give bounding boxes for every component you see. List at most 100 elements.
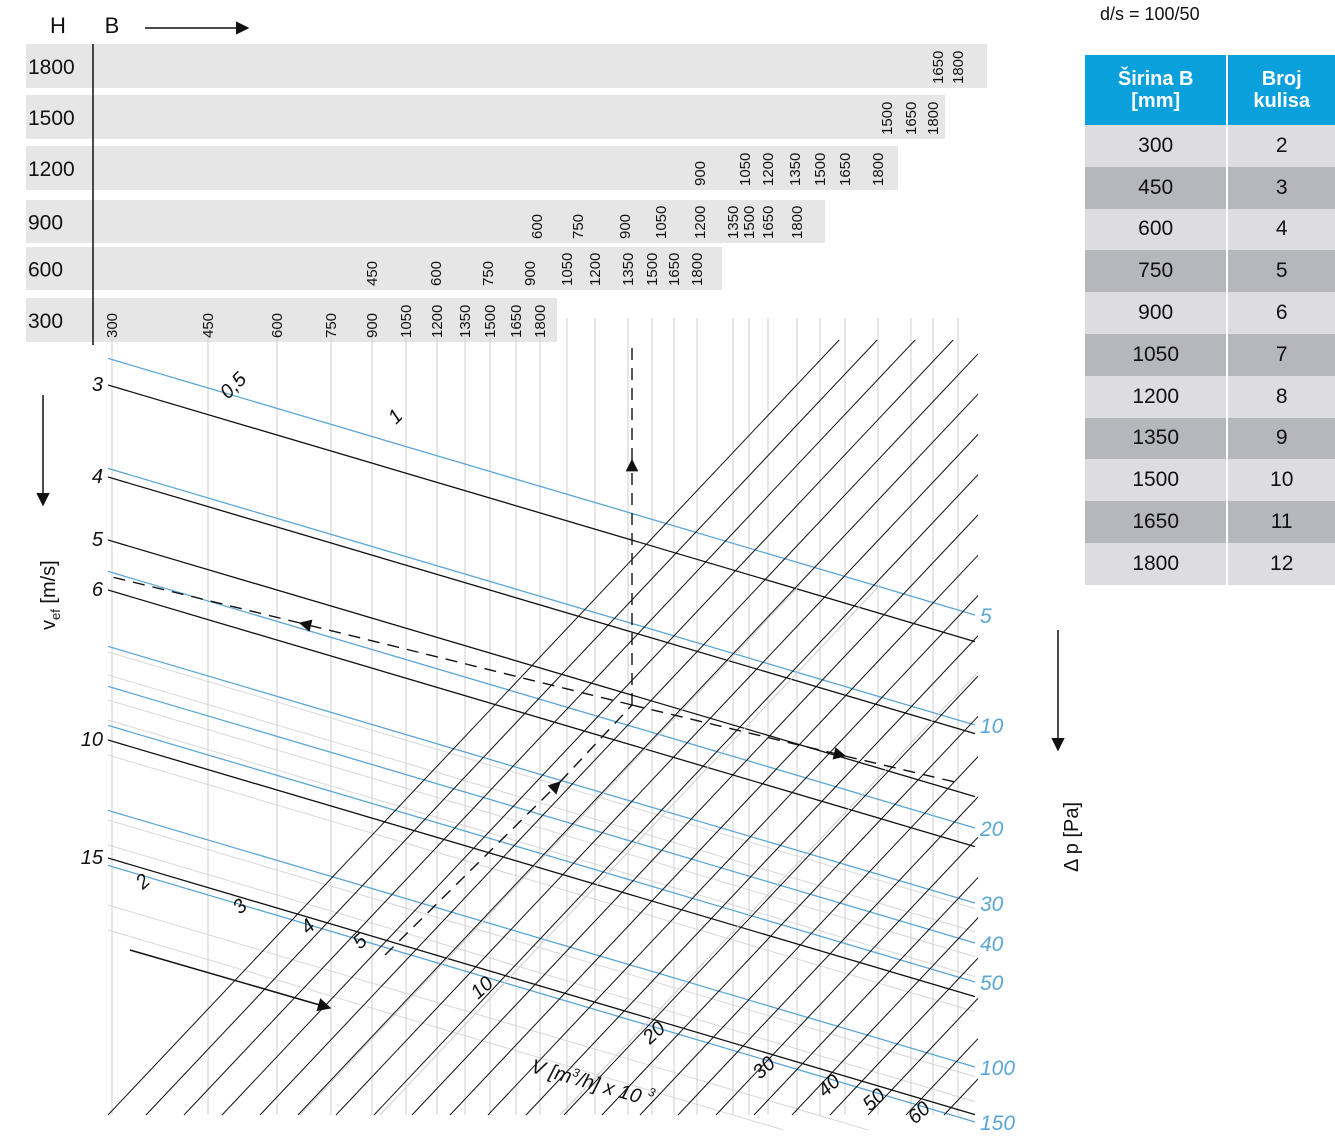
height-label-900: 900 [28,212,63,235]
width-cell: 1650 [1085,501,1229,543]
width-cell: 1200 [1085,375,1229,418]
height-bar-1200 [26,146,898,190]
width-tick-300-1350: 1350 [457,305,474,338]
ratio-label: d/s = 100/50 [1100,4,1200,24]
table-row: 900 6 [1085,292,1335,334]
width-tick-300-450: 450 [200,313,217,338]
flow-line [715,836,978,1116]
flow-guide-line [559,671,978,1116]
h-axis-label: H [50,13,66,38]
flow-diagonal-lines [108,340,978,1123]
pressure-line-20 [108,570,976,829]
width-tick-1200-1350: 1350 [787,153,804,186]
pressure-tick-50: 50 [980,972,1004,995]
grid-line [108,904,870,1130]
velocity-tick-5: 5 [92,529,104,551]
flow-line [221,340,954,1116]
height-label-600: 600 [28,259,63,282]
table-row: 750 5 [1085,250,1335,293]
flow-guide-line [299,584,801,1116]
count-cell: 4 [1228,208,1335,251]
width-cell: 1500 [1085,459,1229,502]
flow-tick-1: 1 [384,405,407,428]
pressure-line-40 [108,685,976,944]
width-tick-300-1050: 1050 [398,305,415,338]
height-bar-1800 [26,44,987,88]
width-cell: 450 [1085,166,1229,209]
velocity-axis-unit: [m/s] [38,560,60,609]
width-tick-900-1650: 1650 [760,206,777,239]
width-tick-1200-1650: 1650 [837,153,854,186]
count-cell: 2 [1228,125,1335,167]
flow-axis-arrow [129,949,332,1012]
width-cell: 1350 [1085,417,1229,460]
velocity-axis-subscript: ef [48,609,63,620]
width-tick-600-450: 450 [364,261,381,286]
width-cell: 600 [1085,208,1229,251]
height-label-1800: 1800 [28,56,75,79]
pressure-tick-5: 5 [980,605,992,628]
flow-line [563,675,978,1116]
width-tick-600-600: 600 [428,261,445,286]
example-flow-segment [384,781,561,956]
example-velocity-segment-2 [111,576,301,624]
flow-line [753,876,978,1116]
height-bar-900 [26,200,825,243]
flow-guide-line [379,584,881,1116]
baffle-count-table: Širina B [mm] Broj kulisa 300 2 450 3 600 4… [1085,55,1335,585]
velocity-axis-title: vef [m/s] [38,560,63,630]
grid-line [108,844,976,1103]
pressure-tick-20: 20 [979,818,1004,841]
grid-line [108,674,976,933]
count-cell: 10 [1228,459,1335,502]
width-tick-1500-1500: 1500 [879,102,896,135]
pressure-line-5 [108,357,976,616]
table-row: 1650 11 [1085,501,1335,543]
width-vertical-lines [111,318,959,1115]
height-bar-300 [26,298,557,342]
table-row: 1200 8 [1085,375,1335,418]
table-row: 1350 9 [1085,417,1335,460]
grid-line [108,719,976,978]
width-tick-900-1800: 1800 [789,206,806,239]
flow-line [259,353,978,1116]
table-row: 450 3 [1085,166,1335,209]
width-tick-900-1500: 1500 [741,206,758,239]
height-label-300: 300 [28,310,63,333]
width-tick-900-600: 600 [529,214,546,239]
velocity-tick-10: 10 [81,729,103,751]
velocity-line-5 [108,539,976,798]
width-tick-300-750: 750 [323,313,340,338]
example-path [111,340,956,956]
width-cell: 1800 [1085,542,1229,585]
width-tick-600-900: 900 [522,261,539,286]
flow-line [829,957,978,1116]
velocity-tick-15: 15 [81,847,104,869]
table-header-row: Širina B [mm] Broj kulisa [1085,55,1335,125]
example-pressure-segment [631,704,847,760]
flow-tick-2: 2 [131,870,155,894]
velocity-tick-4: 4 [92,466,103,488]
flow-line [601,715,978,1116]
table-row: 1050 7 [1085,333,1335,376]
width-header-line1: Širina B [1117,68,1194,90]
velocity-line-15 [108,857,976,1116]
width-tick-600-1650: 1650 [666,253,683,286]
pressure-tick-10: 10 [980,715,1004,738]
count-column-header: Broj kulisa [1228,55,1335,125]
flow-line [525,635,978,1116]
flow-line [411,514,978,1116]
pressure-tick-150: 150 [980,1112,1015,1135]
count-cell: 11 [1228,501,1335,543]
count-cell: 7 [1228,333,1335,376]
width-tick-1800-1800: 1800 [950,51,967,84]
width-cell: 750 [1085,250,1229,293]
width-tick-1200-1050: 1050 [737,153,754,186]
width-tick-600-1350: 1350 [620,253,637,286]
count-cell: 6 [1228,292,1335,334]
width-tick-1200-1800: 1800 [870,153,887,186]
flow-tick-30: 30 [749,1052,780,1083]
count-cell: 5 [1228,250,1335,293]
